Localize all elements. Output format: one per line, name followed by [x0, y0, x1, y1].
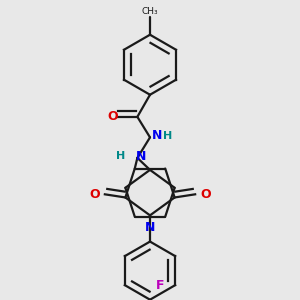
- Text: O: O: [89, 188, 100, 201]
- Text: F: F: [156, 279, 165, 292]
- Text: N: N: [136, 150, 146, 163]
- Text: N: N: [145, 221, 155, 234]
- Text: CH₃: CH₃: [142, 7, 158, 16]
- Text: H: H: [163, 131, 172, 141]
- Text: N: N: [152, 129, 162, 142]
- Text: H: H: [116, 151, 125, 161]
- Text: O: O: [108, 110, 118, 123]
- Text: O: O: [200, 188, 211, 201]
